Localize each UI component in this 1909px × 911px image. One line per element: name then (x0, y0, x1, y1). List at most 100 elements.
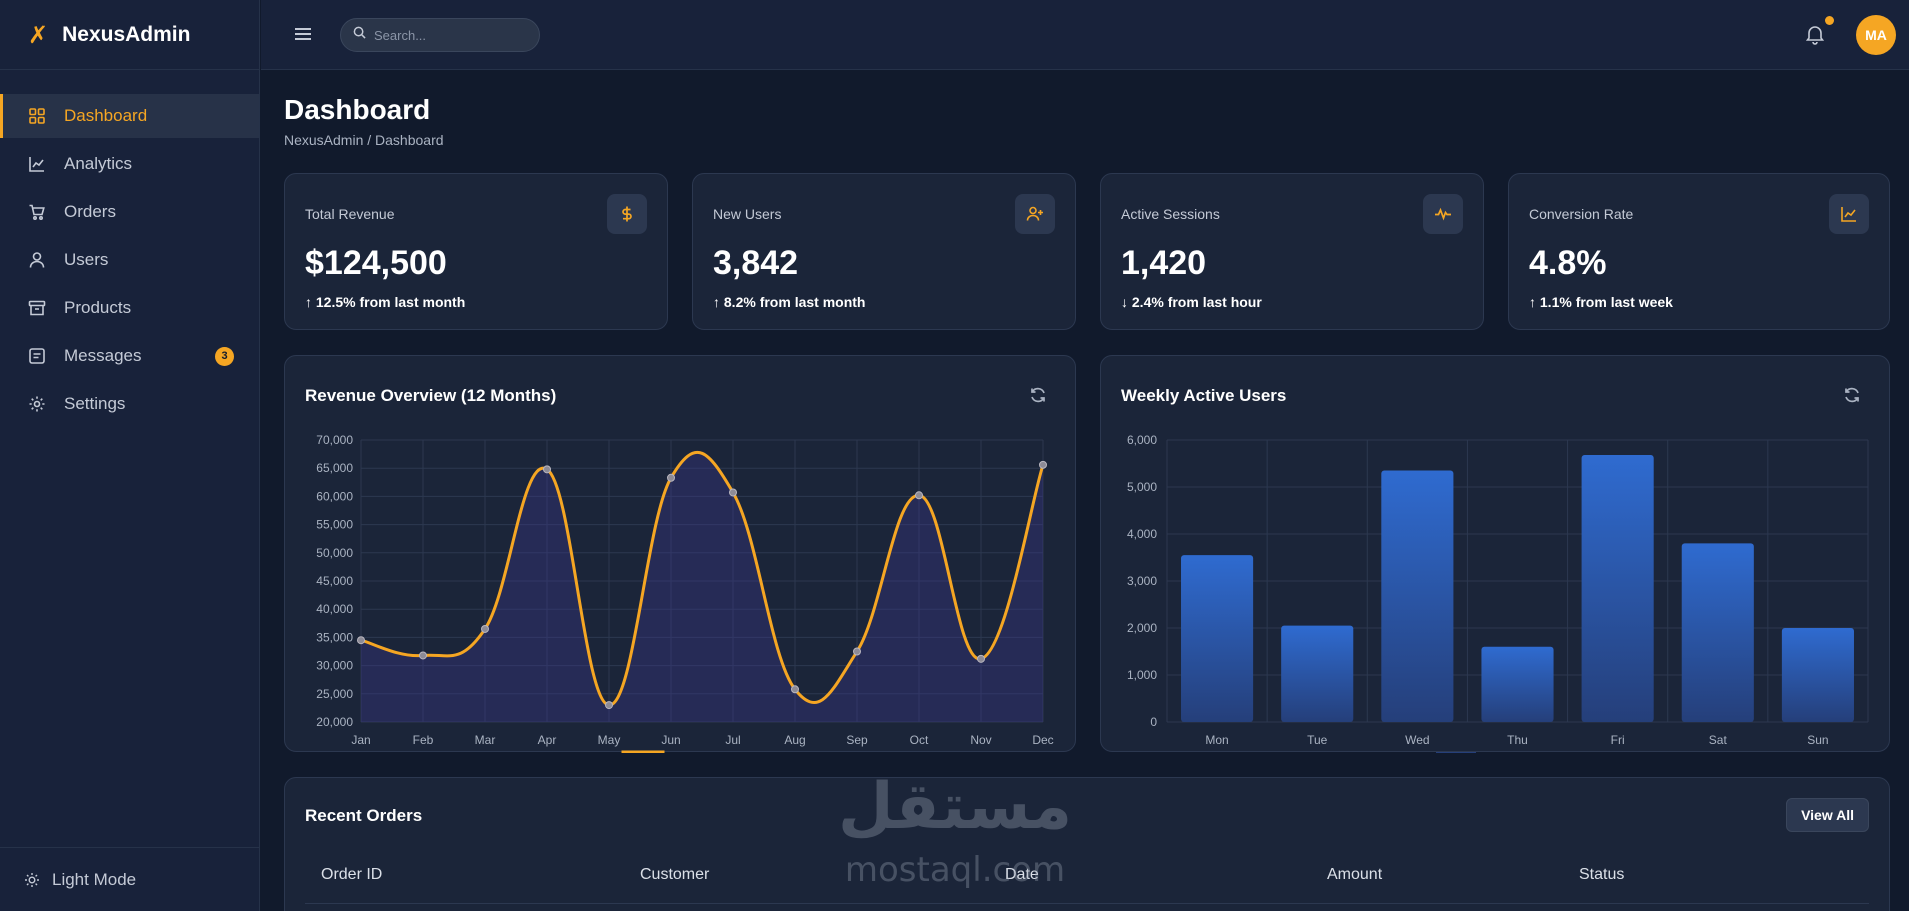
x-tick-label: Aug (784, 733, 805, 747)
stat-value: 1,420 (1121, 244, 1207, 282)
stat-change-text: 8.2% from last month (723, 294, 866, 310)
orders-title: Recent Orders (305, 806, 423, 825)
search-box (340, 18, 540, 52)
sidebar-item-messages[interactable]: Messages 3 (0, 334, 259, 378)
x-tick-label: Thu (1507, 733, 1528, 747)
sidebar-item-label: Users (64, 250, 109, 269)
x-tick-label: Jun (661, 733, 680, 747)
column-header-status[interactable]: Status (1579, 866, 1625, 883)
y-tick-label: 20,000 (316, 715, 353, 729)
arrow-down-icon: ↓ (1121, 294, 1128, 310)
column-header-customer[interactable]: Customer (640, 866, 710, 883)
x-tick-label: May (598, 733, 621, 747)
revenue-point (915, 491, 923, 500)
revenue-line (360, 451, 1045, 707)
stat-change: ↑ 1.1% from last week (1529, 294, 1673, 310)
y-tick-label: 40,000 (316, 602, 353, 616)
trend-icon (1829, 194, 1869, 234)
weekly-users-chart-card: Weekly Active Users 0 1,000 2,000 3,000 4,00… (1100, 355, 1890, 753)
stat-change: ↓ 2.4% from last hour (1121, 294, 1262, 310)
column-header-order-id[interactable]: Order ID (321, 866, 383, 883)
dollar-icon (607, 194, 647, 234)
avatar[interactable]: MA (1856, 15, 1896, 55)
revenue-line-chart: 20,000 25,000 30,000 35,000 40,000 45,000 50,0… (316, 433, 1054, 753)
recent-orders-card: Recent Orders View All Order ID Customer… (284, 777, 1890, 911)
column-header-date[interactable]: Date (1005, 866, 1039, 883)
view-all-button[interactable]: View All (1786, 798, 1869, 832)
y-tick-label: 55,000 (316, 518, 353, 532)
x-tick-label: Jul (725, 733, 740, 747)
x-tick-label: Jan (351, 733, 370, 747)
legend-swatch (1436, 752, 1476, 753)
stat-change-text: 1.1% from last week (1539, 294, 1673, 310)
legend-label: Revenue ($) (671, 752, 737, 753)
stat-change: ↑ 12.5% from last month (305, 294, 465, 310)
stat-value: 4.8% (1529, 244, 1607, 282)
y-tick-label: 2,000 (1127, 621, 1157, 635)
x-tick-label: Sep (846, 733, 868, 747)
revenue-point (729, 488, 737, 497)
revenue-point (543, 465, 551, 474)
y-tick-label: 1,000 (1127, 668, 1157, 682)
bar-tue (1281, 625, 1354, 722)
sun-icon (24, 872, 40, 888)
pulse-icon (1423, 194, 1463, 234)
topbar: MA (261, 0, 1909, 70)
chart-title: Revenue Overview (12 Months) (305, 386, 557, 405)
legend-label: Active Users (1484, 752, 1551, 753)
stat-card-revenue: Total Revenue $124,500 ↑ 12.5% from last… (284, 173, 668, 330)
sidebar-item-analytics[interactable]: Analytics (0, 142, 259, 186)
stat-value: 3,842 (713, 244, 799, 282)
breadcrumb: NexusAdmin / Dashboard (284, 132, 444, 148)
y-tick-label: 45,000 (316, 574, 353, 588)
x-tick-label: Sun (1807, 733, 1828, 747)
y-tick-label: 0 (1150, 715, 1157, 729)
sidebar-item-label: Messages (64, 346, 142, 365)
hamburger-menu-icon[interactable] (293, 24, 313, 44)
x-tick-label: Tue (1307, 733, 1328, 747)
search-input[interactable] (374, 27, 524, 43)
stat-card-new-users: New Users 3,842 ↑ 8.2% from last month (692, 173, 1076, 330)
bell-icon[interactable] (1803, 22, 1827, 46)
y-tick-label: 5,000 (1127, 480, 1157, 494)
arrow-up-icon: ↑ (713, 294, 720, 310)
revenue-point (977, 654, 985, 663)
arrow-up-icon: ↑ (1529, 294, 1536, 310)
revenue-point (1039, 460, 1047, 469)
sidebar-item-orders[interactable]: Orders (0, 190, 259, 234)
arrow-up-icon: ↑ (305, 294, 312, 310)
revenue-point (605, 701, 613, 710)
revenue-chart-card: Revenue Overview (12 Months) 20,000 25,00… (284, 355, 1076, 753)
refresh-icon[interactable] (1843, 386, 1861, 404)
revenue-point (667, 473, 675, 482)
gear-icon (28, 395, 46, 413)
messages-badge: 3 (215, 346, 234, 366)
sidebar-item-users[interactable]: Users (0, 238, 259, 282)
revenue-point (357, 636, 365, 645)
x-tick-label: Mon (1205, 733, 1228, 747)
sidebar-item-label: Products (64, 298, 132, 317)
sidebar-item-products[interactable]: Products (0, 286, 259, 330)
sidebar-item-settings[interactable]: Settings (0, 382, 259, 426)
notification-dot (1825, 16, 1834, 25)
grid-icon (28, 107, 46, 125)
sidebar-nav: Dashboard Analytics Orders Users Product… (0, 70, 259, 426)
revenue-point (791, 685, 799, 694)
sidebar-item-label: Orders (64, 202, 116, 221)
refresh-icon[interactable] (1029, 386, 1047, 404)
line-chart-icon (28, 155, 46, 173)
theme-toggle[interactable]: Light Mode (0, 847, 259, 911)
x-tick-label: Fri (1611, 733, 1625, 747)
brand[interactable]: ✗ NexusAdmin (0, 0, 259, 70)
sidebar: ✗ NexusAdmin Dashboard Analytics Orders (0, 0, 260, 911)
revenue-point (481, 624, 489, 633)
y-tick-label: 6,000 (1127, 433, 1157, 447)
legend-swatch (621, 750, 665, 753)
x-tick-label: Dec (1032, 733, 1053, 747)
sidebar-item-dashboard[interactable]: Dashboard (0, 94, 259, 138)
stat-card-conversion-rate: Conversion Rate 4.8% ↑ 1.1% from last we… (1508, 173, 1890, 330)
stat-label: Active Sessions (1121, 206, 1220, 222)
theme-toggle-label: Light Mode (52, 869, 137, 889)
column-header-amount[interactable]: Amount (1327, 866, 1383, 883)
sidebar-item-label: Analytics (64, 154, 133, 173)
